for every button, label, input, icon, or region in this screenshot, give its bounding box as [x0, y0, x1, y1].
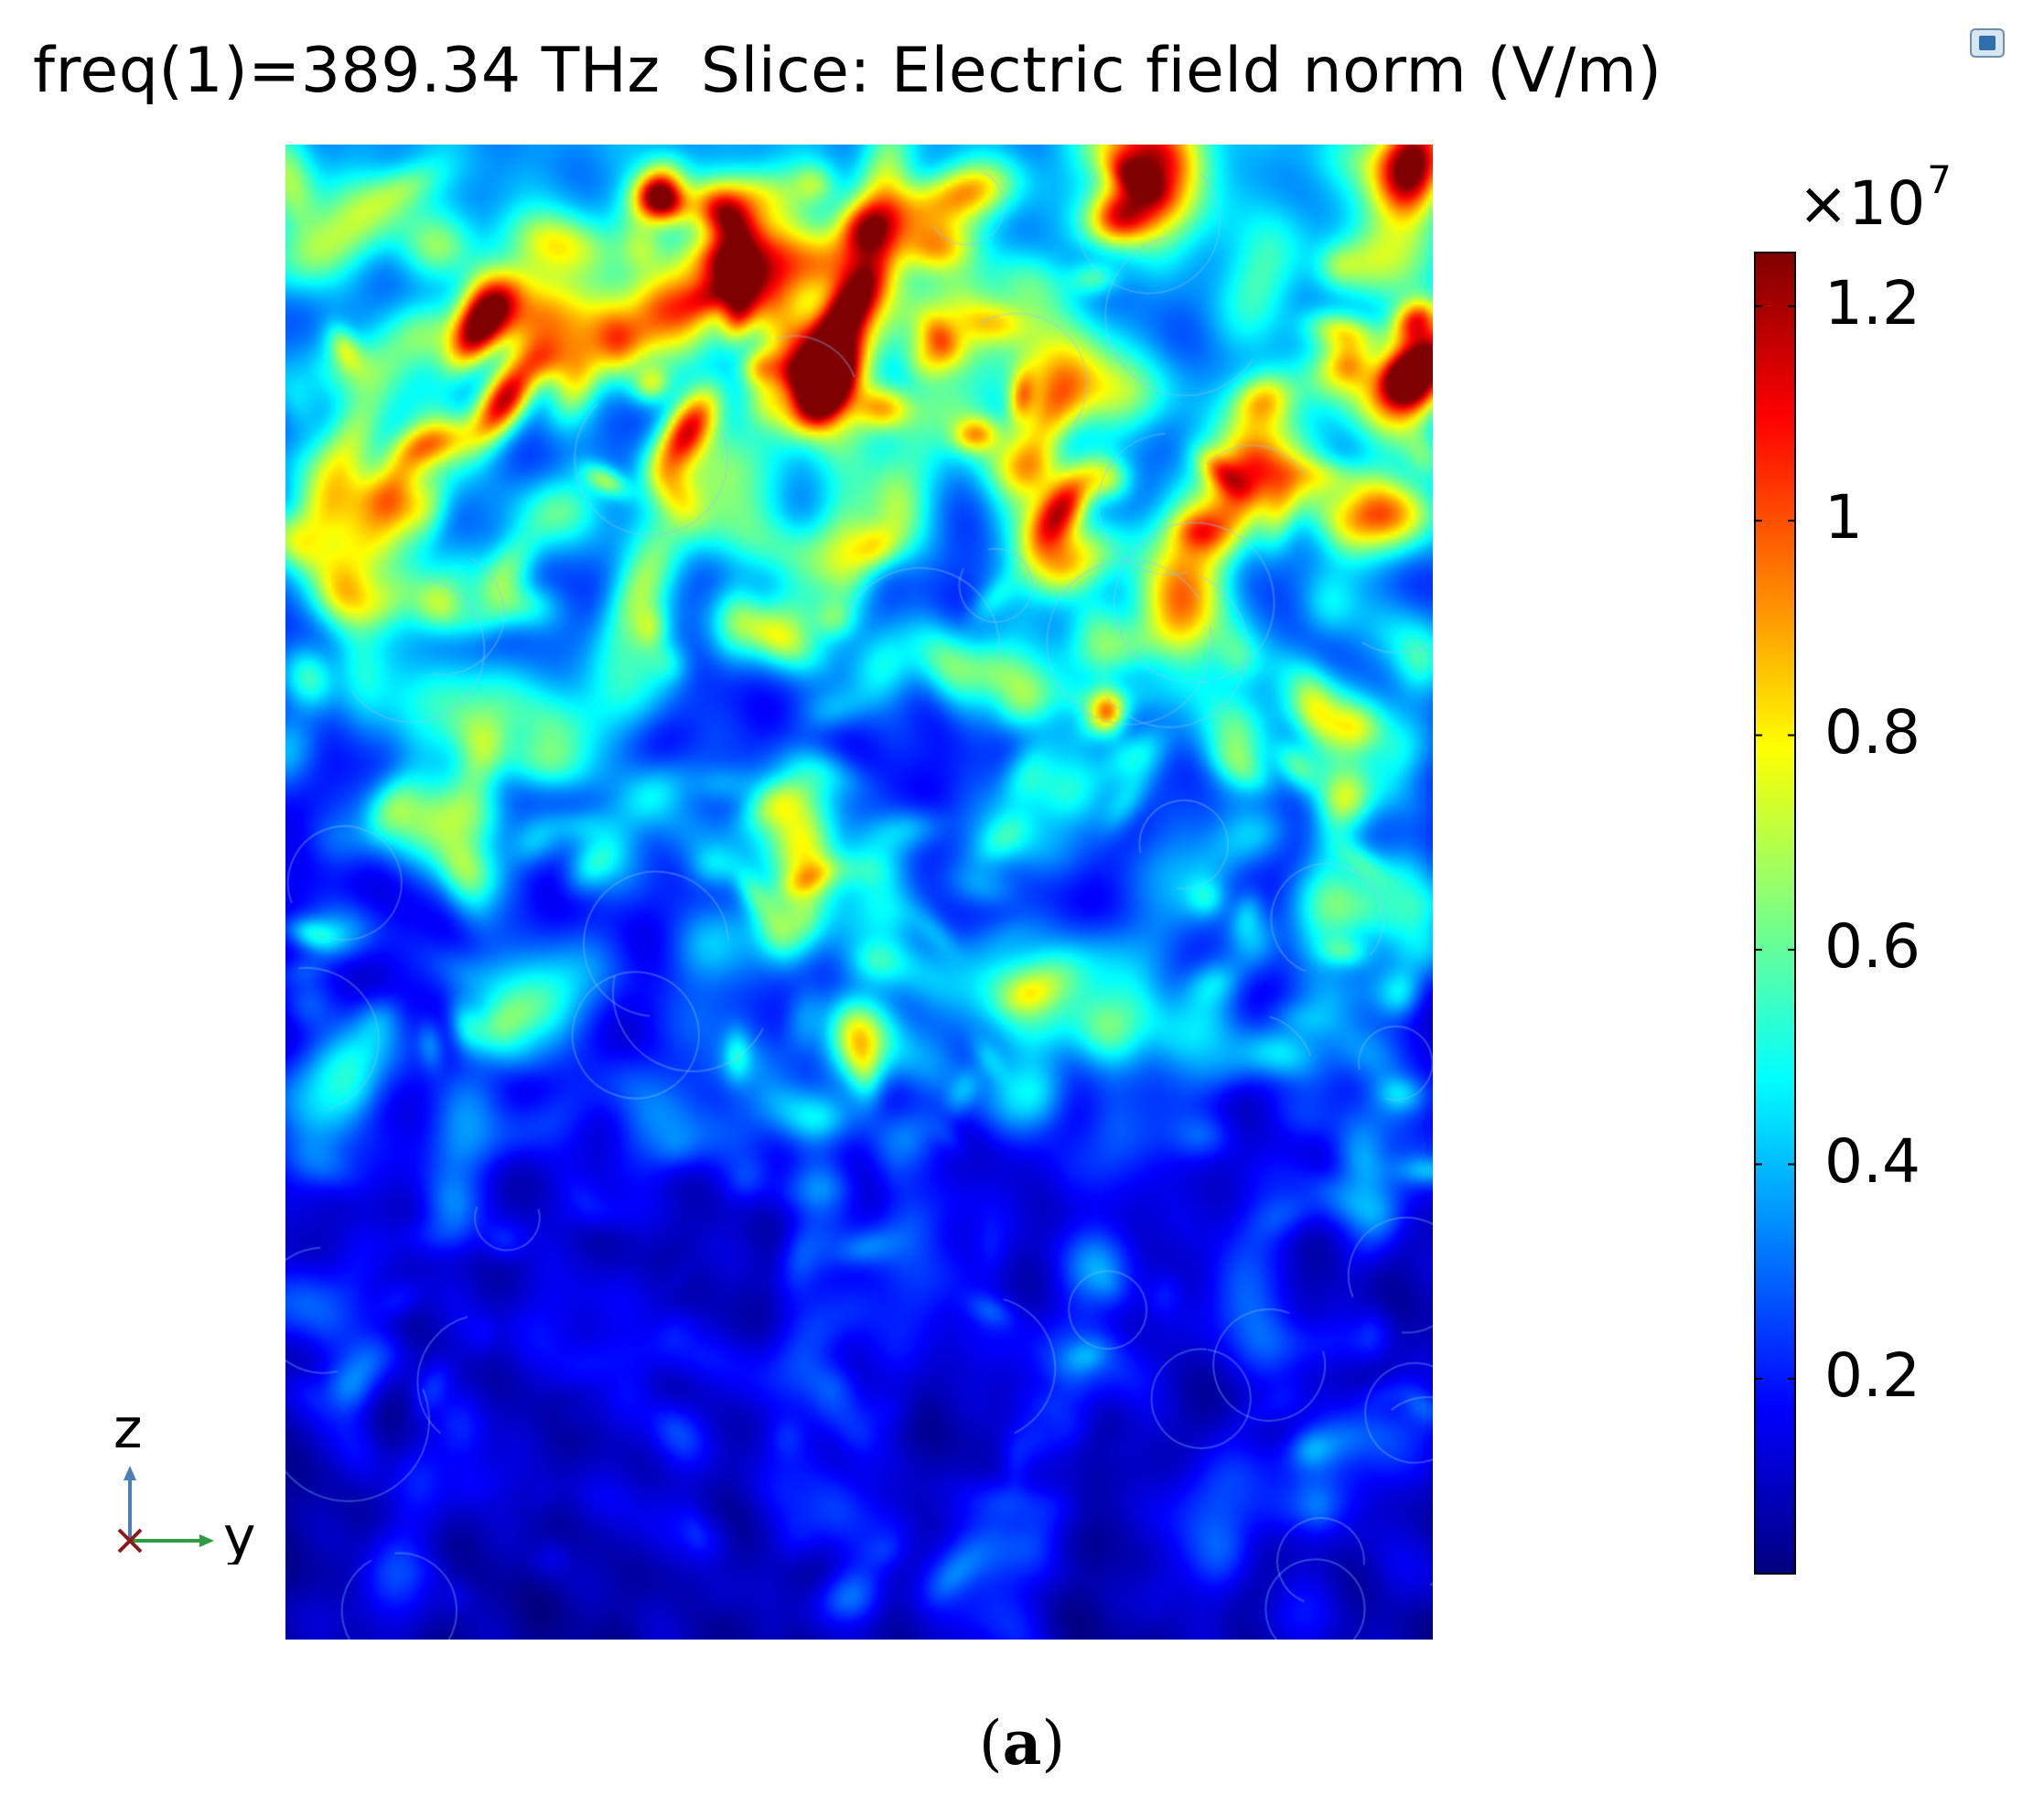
axes-triad: z y: [113, 1397, 256, 1565]
panel-label-close: ): [1041, 1708, 1066, 1779]
exponent-base: ×10: [1798, 168, 1926, 239]
panel-label-letter: a: [1002, 1707, 1042, 1779]
electric-field-map[interactable]: [285, 145, 1433, 1640]
colorbar-tick-label: 0.8: [1824, 696, 1920, 768]
z-arrowhead: [124, 1466, 136, 1480]
panel-label-open: (: [978, 1708, 1003, 1779]
colorbar-tick-label: 1: [1824, 482, 1863, 554]
colorbar-tick-label: 0.6: [1824, 911, 1920, 983]
colorbar-tick-label: 0.4: [1824, 1125, 1920, 1197]
colorbar-gradient: [1754, 252, 1796, 1575]
plot-title: freq(1)=389.34 THz Slice: Electric field…: [33, 35, 1662, 107]
colorbar-tick-label: 0.2: [1824, 1339, 1920, 1411]
z-axis-label: z: [113, 1397, 143, 1461]
panel-label: (a): [0, 1707, 2044, 1779]
window-restore-icon[interactable]: [1969, 27, 2006, 59]
y-axis-label: y: [223, 1505, 256, 1565]
colorbar-tick-label: 1.2: [1824, 267, 1920, 339]
colorbar: [1753, 251, 1799, 1579]
colorbar-exponent: ×107: [1798, 157, 1952, 239]
exponent-power: 7: [1927, 157, 1953, 202]
y-arrowhead: [199, 1534, 214, 1547]
x-axis-marker: [117, 1528, 143, 1554]
